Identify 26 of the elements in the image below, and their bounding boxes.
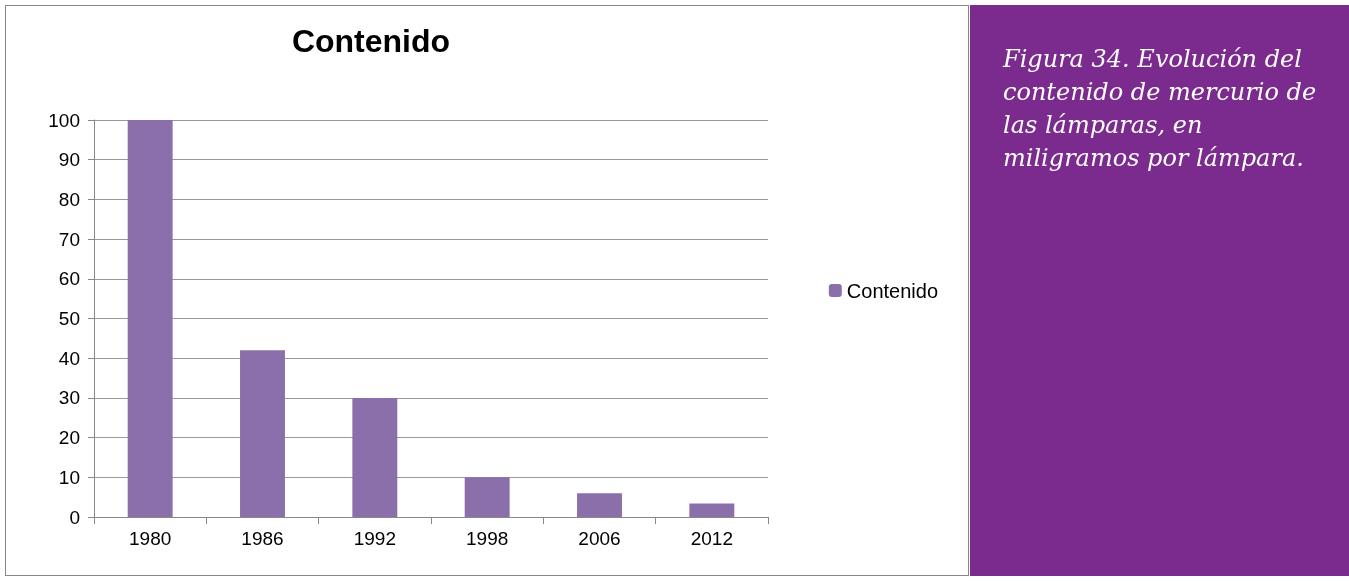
legend-label: Contenido	[846, 279, 939, 302]
y-tick-label: 90	[58, 149, 80, 171]
y-tick-label: 10	[58, 466, 80, 488]
y-tick-label: 50	[58, 308, 80, 329]
bar	[240, 350, 285, 517]
x-tick-label: 1998	[466, 528, 509, 549]
x-tick-label: 2012	[690, 528, 733, 549]
y-tick-label: 20	[58, 427, 80, 449]
text: Figura 34. Evolución del contenido de mercurio de las lámparas, en miligramos por lámpara.	[1003, 44, 1318, 174]
bar	[352, 397, 398, 517]
y-tick-label: 0	[69, 506, 80, 528]
x-tick-label: 1986	[241, 528, 284, 549]
bar	[577, 493, 622, 517]
y-tick-label: 60	[58, 268, 80, 290]
y-tick-label: 40	[58, 347, 80, 369]
x-tick-label: 2006	[578, 528, 621, 549]
x-tick-label: 1980	[129, 528, 172, 549]
y-tick-label: 80	[58, 188, 80, 210]
y-tick-label: 30	[58, 387, 80, 409]
bar	[464, 477, 510, 517]
y-tick-label: 70	[58, 228, 80, 250]
bar	[127, 120, 173, 517]
chart-title: Contenido	[291, 23, 451, 59]
x-tick-label: 1992	[353, 528, 396, 549]
y-tick-label: 100	[48, 109, 80, 131]
bar	[689, 503, 735, 517]
